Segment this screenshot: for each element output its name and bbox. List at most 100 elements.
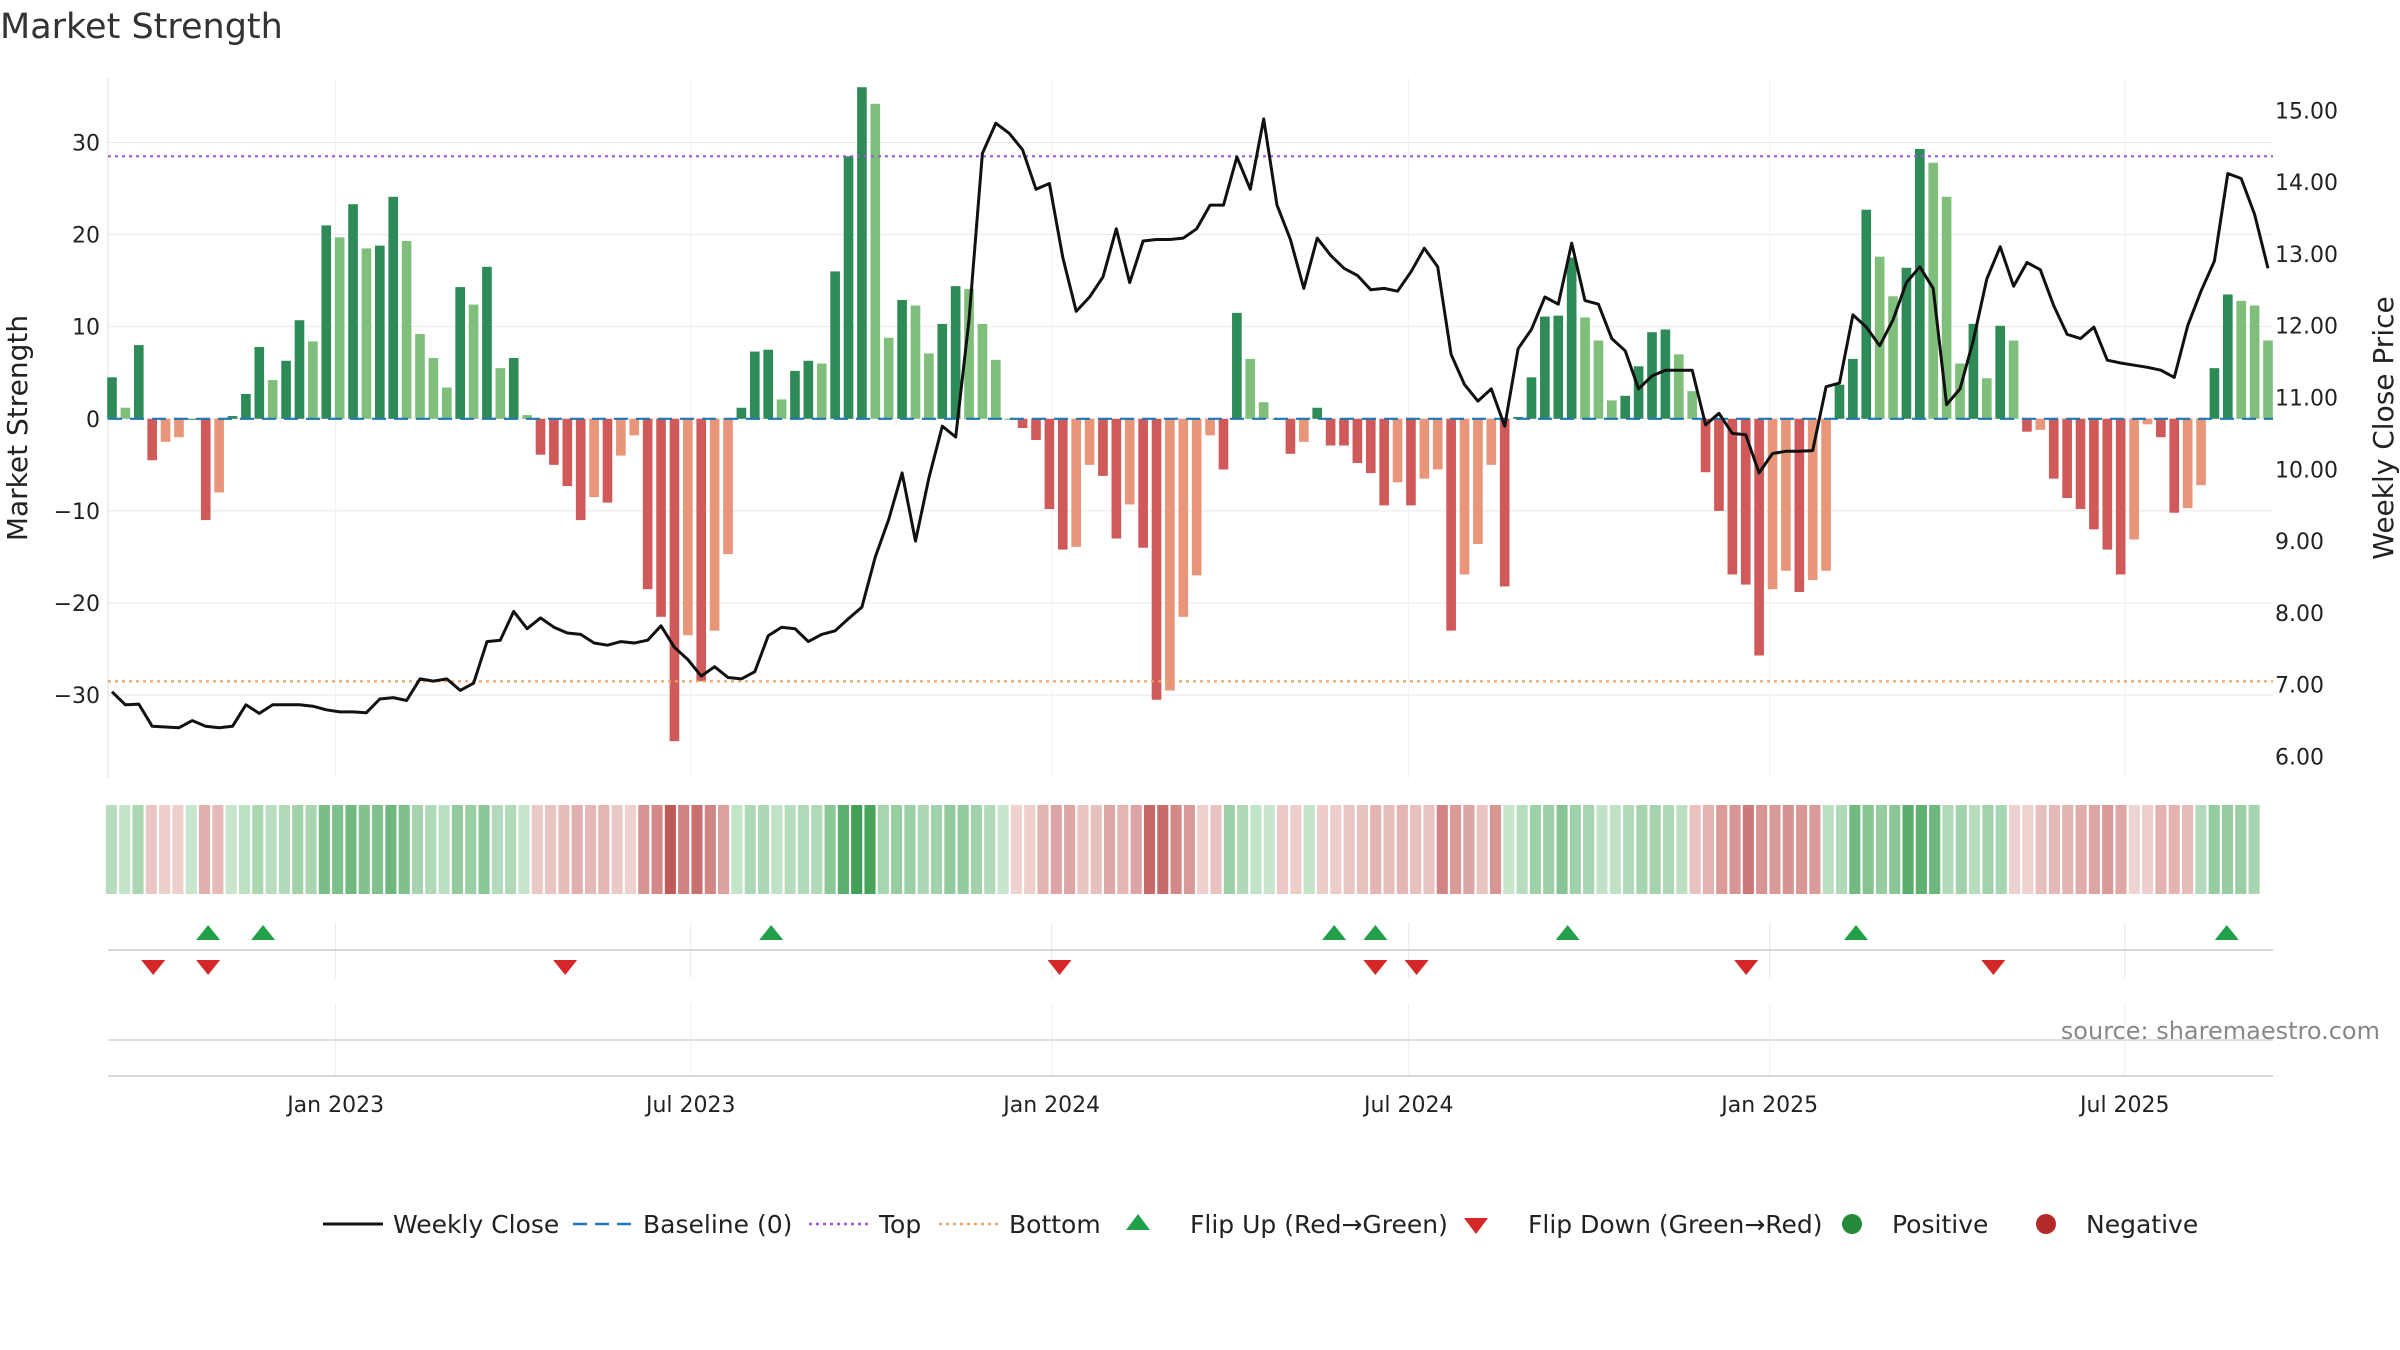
strength-bar [174, 418, 184, 438]
flip-up-marker [1555, 925, 1580, 940]
strip-cell [1024, 805, 1036, 894]
source-note: source: sharemaestro.com [2061, 1017, 2380, 1045]
strength-bar [2035, 418, 2046, 430]
strip-cell [1835, 805, 1848, 894]
strength-bar [1995, 325, 2005, 419]
strength-bar [1312, 407, 1323, 419]
strip-cell [385, 805, 397, 894]
strip-cell [1157, 805, 1169, 894]
strip-cell [1782, 805, 1794, 894]
strip-cell [2181, 805, 2194, 894]
strip-cell [1902, 805, 1914, 894]
strip-cell [1729, 805, 1741, 894]
strength-bar [334, 237, 345, 419]
strip-cell [2035, 805, 2047, 894]
strip-cell [2168, 805, 2180, 894]
right-tick-label: 7.00 [2275, 674, 2324, 699]
strip-cell [1410, 805, 1422, 894]
strip-cell [1210, 805, 1222, 894]
strip-cell [1862, 805, 1874, 894]
strip-cell [1343, 805, 1355, 894]
strip-cell [225, 805, 237, 894]
strip-cell [2088, 805, 2100, 894]
legend-label: Weekly Close [393, 1210, 559, 1239]
strength-bar [2156, 418, 2166, 438]
strength-bar [1620, 395, 1631, 419]
strength-bar [1218, 418, 1229, 470]
strength-bar [1901, 267, 1912, 419]
strength-bar [803, 360, 814, 419]
strength-bar [977, 323, 988, 419]
strength-bar [1834, 384, 1845, 419]
left-tick-label: 0 [86, 408, 100, 433]
strength-bar [1325, 418, 1336, 446]
strength-bar [1138, 418, 1148, 548]
strength-bar [2142, 418, 2153, 425]
strip-cell [1356, 805, 1368, 894]
strip-cell [638, 805, 650, 894]
strength-bar [1566, 257, 1577, 419]
strength-bar [870, 103, 881, 419]
x-tick-label: Jul 2025 [2078, 1093, 2170, 1118]
strength-bar [401, 241, 412, 419]
strip-cell [145, 805, 157, 894]
strip-cell [837, 805, 849, 894]
strength-bar [616, 418, 626, 456]
strip-cell [305, 805, 317, 894]
strip-cell [1875, 805, 1888, 894]
strength-bar [910, 305, 921, 419]
right-axis-ticks: 15.00 14.00 13.00 12.00 11.00 10.00 9.00 8.00 7.… [2275, 99, 2338, 770]
strength-bar [375, 245, 385, 419]
x-tick-label: Jul 2024 [1362, 1093, 1454, 1118]
strength-bar [937, 323, 948, 419]
strip-cell [1450, 805, 1462, 894]
strip-cell [864, 805, 876, 894]
legend-item: Weekly Close [323, 1210, 559, 1239]
left-tick-label: 10 [72, 316, 100, 341]
strength-bar [843, 156, 854, 419]
strip-cell [278, 805, 290, 894]
legend-label: Flip Down (Green→Red) [1528, 1210, 1823, 1239]
strip-cell [212, 805, 224, 894]
strip-cell [425, 805, 437, 894]
strip-cell [1263, 805, 1275, 894]
strength-bar [508, 358, 519, 419]
right-tick-label: 14.00 [2275, 171, 2338, 196]
strength-bar [1526, 377, 1537, 419]
strip-cell [1489, 805, 1502, 894]
strip-cell [1277, 805, 1289, 894]
strip-cell [1969, 805, 1981, 894]
legend-item: Bottom [939, 1210, 1101, 1239]
strength-bar [2209, 368, 2220, 419]
strip-cell [438, 805, 450, 894]
strength-bar [1098, 418, 1108, 476]
strip-cell [1183, 805, 1195, 894]
strength-bar [2249, 305, 2260, 419]
strip-cell [1929, 805, 1941, 894]
strength-bar [281, 360, 291, 419]
strength-bar [1339, 418, 1349, 446]
strength-bar [1486, 418, 1497, 465]
strength-bar [254, 346, 265, 419]
flip-down-marker [553, 960, 578, 975]
strength-bar [776, 399, 787, 419]
strip-cell [1596, 805, 1608, 894]
flip-up-marker [251, 925, 276, 940]
strength-bar [857, 87, 867, 419]
strip-cell [491, 805, 503, 894]
flip-up-marker [196, 925, 221, 940]
strip-cell [2022, 805, 2034, 894]
strength-bar [1446, 418, 1456, 631]
strength-bar [1540, 316, 1550, 419]
legend-item: Negative [2036, 1210, 2198, 1239]
flip-down-marker [1734, 960, 1759, 975]
strip-cell [904, 805, 916, 894]
strength-bar [535, 418, 546, 455]
strip-cell [411, 805, 424, 894]
strip-cell [678, 805, 690, 894]
strength-bar [2075, 418, 2086, 510]
strength-bar [1794, 418, 1805, 592]
strip-cell [611, 805, 623, 894]
strength-bar [1848, 358, 1858, 419]
strip-cell [731, 805, 743, 894]
